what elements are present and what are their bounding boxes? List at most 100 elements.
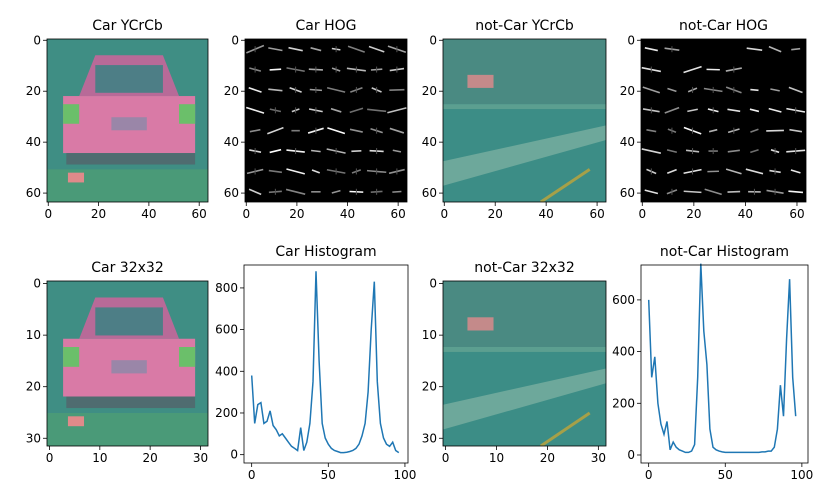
image [443, 281, 606, 446]
car-shadow [66, 153, 195, 164]
y-tick-label: 40 [26, 135, 41, 149]
x-tick-label: 20 [686, 207, 701, 221]
hog-cell [311, 151, 321, 152]
x-tick-label: 60 [789, 207, 804, 221]
y-tick-label: 800 [215, 281, 238, 295]
y-tick-label: 0 [627, 448, 635, 462]
x-tick-label: 0 [638, 207, 646, 221]
x-tick-label: 60 [589, 207, 604, 221]
x-tick-label: 20 [91, 207, 106, 221]
y-tick-label: 20 [620, 84, 635, 98]
image-barrier [443, 104, 606, 109]
x-tick-label: 10 [92, 451, 107, 465]
x-tick-label: 10 [489, 451, 504, 465]
y-tick-label: 40 [224, 135, 239, 149]
y-tick-label: 0 [33, 277, 41, 291]
x-tick-label: 100 [790, 468, 813, 482]
x-tick-label: 0 [46, 451, 54, 465]
y-tick-label: 400 [612, 345, 635, 359]
y-tick-label: 30 [26, 431, 41, 445]
y-tick-label: 60 [26, 186, 41, 200]
car-shadow [66, 397, 195, 409]
car-spot [68, 416, 84, 426]
x-tick-label: 40 [738, 207, 753, 221]
y-tick-label: 0 [231, 33, 239, 47]
x-tick-label: 60 [391, 207, 406, 221]
x-tick-label: 0 [248, 468, 256, 482]
panel-title: not-Car 32x32 [474, 260, 574, 276]
y-tick-label: 40 [422, 135, 437, 149]
y-tick-label: 200 [612, 396, 635, 410]
y-tick-label: 60 [224, 186, 239, 200]
image-sky [443, 281, 606, 347]
y-tick-label: 20 [224, 84, 239, 98]
image [47, 39, 208, 202]
panel-title: Car Histogram [275, 244, 376, 260]
car-window [95, 307, 163, 335]
hog-cell [270, 69, 282, 70]
x-tick-label: 40 [539, 207, 554, 221]
car-plate [111, 117, 146, 130]
x-tick-label: 20 [488, 207, 503, 221]
y-tick-label: 60 [422, 186, 437, 200]
y-tick-label: 20 [26, 380, 41, 394]
x-tick-label: 0 [645, 468, 653, 482]
histogram-line [252, 271, 399, 452]
x-tick-label: 30 [591, 451, 606, 465]
x-tick-label: 20 [143, 451, 158, 465]
x-tick-label: 0 [44, 207, 52, 221]
image-barrier [443, 347, 606, 352]
car-light [179, 104, 195, 124]
hog-cell [750, 90, 758, 91]
y-tick-label: 200 [215, 406, 238, 420]
image-bg [641, 39, 806, 202]
y-tick-label: 0 [33, 33, 41, 47]
image [443, 39, 606, 202]
panel-title: Car YCrCb [92, 18, 163, 34]
car-spot [68, 173, 84, 183]
hog-cell [392, 191, 401, 192]
image-bg [245, 39, 407, 202]
x-tick-label: 40 [141, 207, 156, 221]
y-tick-label: 20 [26, 84, 41, 98]
y-tick-label: 10 [422, 328, 437, 342]
x-tick-label: 0 [442, 451, 450, 465]
x-tick-label: 40 [340, 207, 355, 221]
x-tick-label: 0 [242, 207, 250, 221]
x-tick-label: 100 [393, 468, 416, 482]
car-light [63, 104, 79, 124]
car-plate [111, 360, 146, 373]
y-tick-label: 40 [620, 135, 635, 149]
x-tick-label: 30 [193, 451, 208, 465]
x-tick-label: 20 [289, 207, 304, 221]
hog-cell [684, 191, 702, 192]
y-tick-label: 20 [422, 380, 437, 394]
y-tick-label: 30 [422, 431, 437, 445]
y-tick-label: 60 [620, 186, 635, 200]
y-tick-label: 600 [612, 293, 635, 307]
y-tick-label: 20 [422, 84, 437, 98]
y-tick-label: 10 [26, 328, 41, 342]
axes-frame [244, 265, 408, 463]
y-tick-label: 400 [215, 364, 238, 378]
image-sign [467, 75, 493, 88]
x-tick-label: 20 [540, 451, 555, 465]
hog-cell [791, 49, 800, 50]
car-light [179, 347, 195, 367]
y-tick-label: 0 [230, 448, 238, 462]
x-tick-label: 60 [192, 207, 207, 221]
panel-title: not-Car Histogram [660, 244, 789, 260]
panel-title: not-Car YCrCb [475, 18, 574, 34]
x-tick-label: 50 [321, 468, 336, 482]
axes-frame [641, 265, 808, 463]
x-tick-label: 0 [440, 207, 448, 221]
hog-cell [389, 90, 404, 91]
